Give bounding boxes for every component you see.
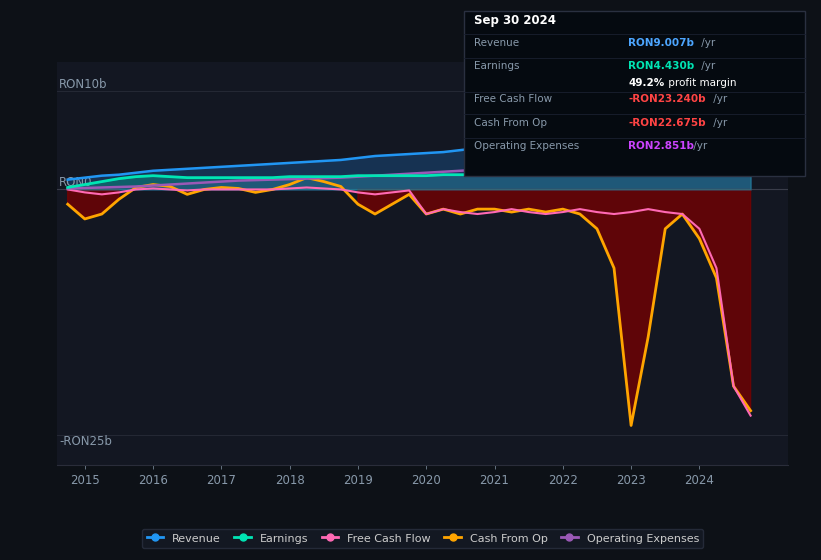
Legend: Revenue, Earnings, Free Cash Flow, Cash From Op, Operating Expenses: Revenue, Earnings, Free Cash Flow, Cash … — [142, 529, 704, 548]
Text: RON2.851b: RON2.851b — [628, 142, 694, 151]
Text: Earnings: Earnings — [474, 61, 519, 71]
Text: profit margin: profit margin — [665, 78, 736, 88]
Text: /yr: /yr — [710, 118, 727, 128]
Text: -RON25b: -RON25b — [59, 435, 112, 449]
Text: Operating Expenses: Operating Expenses — [474, 142, 579, 151]
Text: /yr: /yr — [698, 38, 715, 48]
Text: /yr: /yr — [698, 61, 715, 71]
Text: /yr: /yr — [690, 142, 707, 151]
Text: RON9.007b: RON9.007b — [628, 38, 694, 48]
Text: Sep 30 2024: Sep 30 2024 — [474, 14, 556, 27]
Text: /yr: /yr — [710, 94, 727, 104]
Text: RON10b: RON10b — [59, 78, 108, 91]
Text: Cash From Op: Cash From Op — [474, 118, 547, 128]
Text: 49.2%: 49.2% — [628, 78, 664, 88]
Text: Revenue: Revenue — [474, 38, 519, 48]
Text: -RON23.240b: -RON23.240b — [628, 94, 706, 104]
Text: RON0: RON0 — [59, 176, 93, 189]
Text: -RON22.675b: -RON22.675b — [628, 118, 706, 128]
Text: Free Cash Flow: Free Cash Flow — [474, 94, 552, 104]
Text: RON4.430b: RON4.430b — [628, 61, 695, 71]
